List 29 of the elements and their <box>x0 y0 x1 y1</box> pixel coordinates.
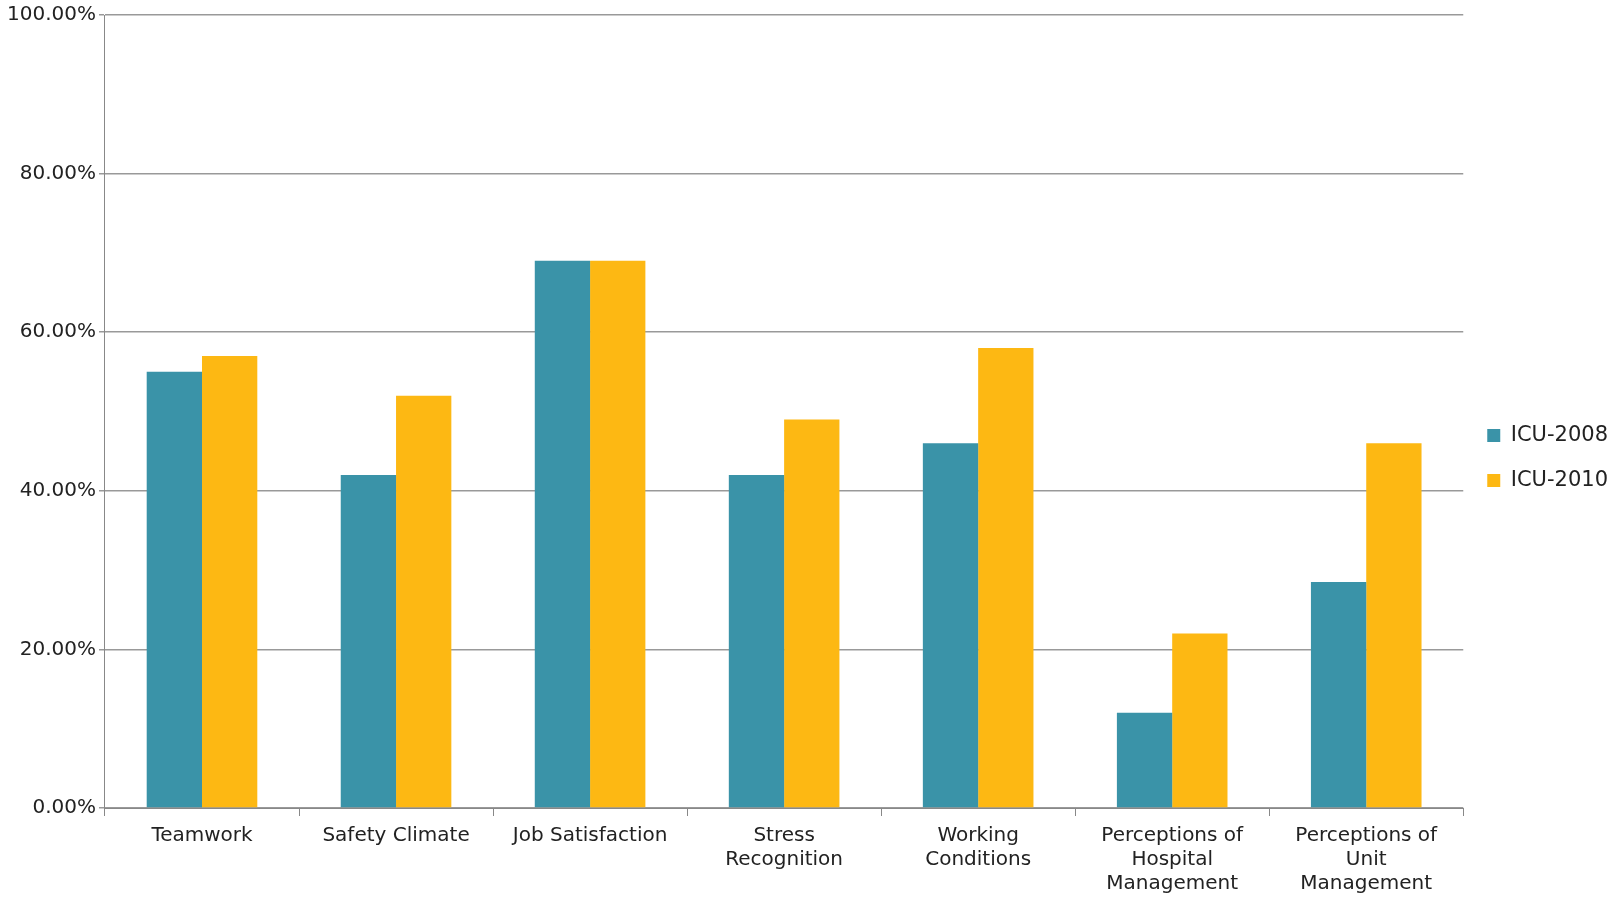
y-tick-label: 60.00% <box>19 318 96 343</box>
bar <box>1116 712 1173 808</box>
y-tick-label: 0.00% <box>32 794 96 819</box>
x-tick-label: Safety Climate <box>322 822 470 847</box>
bar <box>534 260 591 808</box>
bar <box>202 355 258 808</box>
bar <box>146 371 202 808</box>
bar <box>1310 582 1367 808</box>
bar <box>978 348 1034 808</box>
bar <box>1172 633 1228 808</box>
bar <box>784 419 840 808</box>
y-tick-label: 20.00% <box>19 635 96 660</box>
bar <box>728 474 785 808</box>
x-tick-label: Teamwork <box>150 822 254 847</box>
bar <box>590 260 646 808</box>
y-tick-label: 40.00% <box>19 477 96 501</box>
bar <box>340 474 397 808</box>
bar <box>1366 443 1422 808</box>
x-tick-label: Stress Recognition <box>725 822 844 871</box>
legend-label: ICU-2010 <box>1510 466 1608 491</box>
bar <box>922 443 979 808</box>
bar <box>396 395 452 808</box>
x-tick-label: Working Conditions <box>925 822 1032 871</box>
x-tick-label: Job Satisfaction <box>510 822 668 847</box>
x-tick-label: Perceptions of Unit Management <box>1295 822 1439 895</box>
x-tick-label: Perceptions of Hospital Management <box>1101 822 1245 895</box>
legend-label: ICU-2008 <box>1510 421 1608 446</box>
y-tick-label: 100.00% <box>7 1 96 26</box>
y-tick-label: 80.00% <box>19 159 96 184</box>
